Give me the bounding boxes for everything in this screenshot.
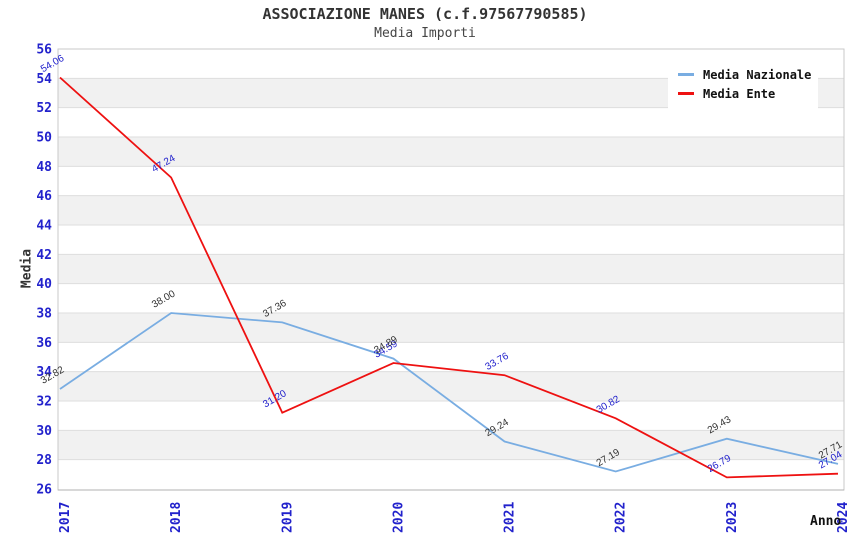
band bbox=[58, 137, 844, 167]
y-tick-label: 38 bbox=[36, 307, 52, 322]
y-tick-label: 40 bbox=[36, 277, 52, 292]
y-tick-label: 48 bbox=[36, 160, 52, 175]
x-tick-label: 2022 bbox=[614, 502, 629, 533]
x-tick-label: 2018 bbox=[169, 502, 184, 533]
y-tick-label: 34 bbox=[36, 365, 52, 380]
line-marker-nazionale-icon bbox=[678, 73, 694, 76]
y-tick-label: 42 bbox=[36, 248, 52, 263]
y-tick-label: 36 bbox=[36, 336, 52, 351]
y-tick-label: 30 bbox=[36, 424, 52, 439]
y-tick-label: 28 bbox=[36, 453, 52, 468]
y-tick-label: 56 bbox=[36, 43, 52, 58]
x-tick-label: 2020 bbox=[391, 502, 406, 533]
chart-subtitle: Media Importi bbox=[374, 26, 476, 41]
y-tick-label: 54 bbox=[36, 72, 52, 87]
x-axis-title: Anno bbox=[810, 514, 842, 529]
legend-label-nazionale: Media Nazionale bbox=[703, 67, 812, 82]
x-tick-label: 2021 bbox=[503, 502, 518, 533]
y-tick-label: 46 bbox=[36, 189, 52, 204]
chart-title: ASSOCIAZIONE MANES (c.f.97567790585) bbox=[262, 5, 588, 23]
legend-label-ente: Media Ente bbox=[703, 86, 776, 101]
legend-item-ente: Media Ente bbox=[678, 84, 808, 103]
y-axis-title: Media bbox=[19, 248, 35, 289]
y-tick-label: 26 bbox=[36, 483, 52, 498]
data-label: 33.76 bbox=[484, 351, 512, 373]
line-marker-ente-icon bbox=[678, 92, 694, 95]
band bbox=[58, 371, 844, 401]
y-tick-label: 44 bbox=[36, 219, 52, 234]
band bbox=[58, 195, 844, 225]
y-tick-label: 50 bbox=[36, 131, 52, 146]
band bbox=[58, 430, 844, 460]
legend-item-nazionale: Media Nazionale bbox=[678, 65, 812, 84]
x-tick-label: 2024 bbox=[836, 502, 850, 533]
x-tick-label: 2017 bbox=[58, 502, 73, 533]
legend: Media Nazionale Media Ente bbox=[668, 57, 818, 111]
band bbox=[58, 313, 844, 343]
series-line-nazionale bbox=[59, 312, 839, 473]
x-tick-label: 2023 bbox=[725, 502, 740, 533]
y-tick-label: 32 bbox=[36, 395, 52, 410]
band bbox=[58, 254, 844, 284]
y-tick-label: 52 bbox=[36, 101, 52, 116]
data-label: 38.00 bbox=[150, 288, 178, 310]
x-tick-label: 2019 bbox=[280, 502, 295, 533]
series-line-ente bbox=[59, 76, 839, 479]
